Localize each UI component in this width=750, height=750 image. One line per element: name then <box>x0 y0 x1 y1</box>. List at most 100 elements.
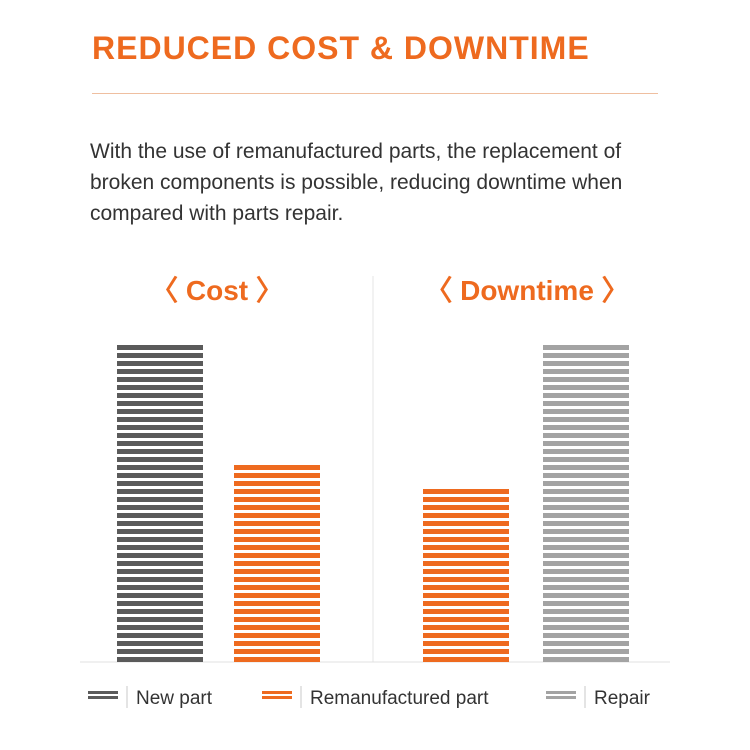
bar-stripe <box>117 529 203 534</box>
description-text: With the use of remanufactured parts, th… <box>90 140 623 225</box>
bar-stripe <box>117 633 203 638</box>
legend-label: New part <box>136 688 213 709</box>
bar-stripe <box>543 513 629 518</box>
bar-stripe <box>543 529 629 534</box>
bar-stripe <box>543 353 629 358</box>
bar-stripe <box>543 345 629 350</box>
bar-stripe <box>117 617 203 622</box>
legend-label: Repair <box>594 688 651 709</box>
bar-stripe <box>234 657 320 662</box>
bar-stripe <box>423 601 509 606</box>
bar-stripe <box>543 457 629 462</box>
bar-stripe <box>423 609 509 614</box>
bar-stripe <box>117 481 203 486</box>
bar-stripe <box>117 593 203 598</box>
bar-stripe <box>117 465 203 470</box>
bar-stripe <box>543 641 629 646</box>
bar-stripe <box>543 377 629 382</box>
bar-stripe <box>117 433 203 438</box>
bar-stripe <box>543 473 629 478</box>
legend-swatch <box>546 691 576 694</box>
bar-stripe <box>423 657 509 662</box>
bar-stripe <box>423 497 509 502</box>
bar-stripe <box>423 625 509 630</box>
bar-stripe <box>543 481 629 486</box>
bar-stripe <box>543 521 629 526</box>
bar-stripe <box>543 409 629 414</box>
bar-stripe <box>423 537 509 542</box>
bar-stripe <box>234 545 320 550</box>
bar-stripe <box>117 377 203 382</box>
bar-stripe <box>117 473 203 478</box>
cost-panel-title: 〈 Cost 〉 <box>150 275 284 306</box>
cost-bar-remanufactured-part <box>234 465 320 662</box>
bar-stripe <box>543 569 629 574</box>
title-divider <box>92 93 658 94</box>
bar-stripe <box>234 553 320 558</box>
bar-stripe <box>117 489 203 494</box>
bar-stripe <box>117 561 203 566</box>
bar-stripe <box>543 393 629 398</box>
bar-stripe <box>234 609 320 614</box>
bar-stripe <box>117 401 203 406</box>
legend-label: Remanufactured part <box>310 688 489 709</box>
legend-item-remanufactured-part: Remanufactured part <box>262 686 489 709</box>
bar-stripe <box>423 545 509 550</box>
bar-stripe <box>117 505 203 510</box>
bar-stripe <box>543 385 629 390</box>
bar-stripe <box>117 425 203 430</box>
legend-item-new-part: New part <box>88 686 213 709</box>
bar-stripe <box>117 657 203 662</box>
bar-stripe <box>234 601 320 606</box>
bar-stripe <box>543 489 629 494</box>
bar-stripe <box>543 633 629 638</box>
bar-stripe <box>423 553 509 558</box>
bar-stripe <box>117 625 203 630</box>
bar-stripe <box>234 641 320 646</box>
bar-stripe <box>423 529 509 534</box>
bar-stripe <box>117 569 203 574</box>
bar-stripe <box>543 553 629 558</box>
bar-stripe <box>117 521 203 526</box>
bar-stripe <box>234 569 320 574</box>
bar-stripe <box>117 553 203 558</box>
bar-stripe <box>234 633 320 638</box>
bars-layer <box>117 345 629 662</box>
bar-stripe <box>234 617 320 622</box>
bar-stripe <box>543 361 629 366</box>
bar-stripe <box>234 521 320 526</box>
downtime-bar-remanufactured-part <box>423 489 509 662</box>
bar-stripe <box>543 449 629 454</box>
bar-stripe <box>423 585 509 590</box>
bar-stripe <box>543 425 629 430</box>
bar-stripe <box>117 393 203 398</box>
bar-stripe <box>543 593 629 598</box>
bar-stripe <box>234 585 320 590</box>
bar-stripe <box>234 625 320 630</box>
chart-legend: New part Remanufactured part Repair <box>88 686 651 709</box>
legend-swatch <box>262 691 292 694</box>
bar-stripe <box>117 441 203 446</box>
bar-stripe <box>234 465 320 470</box>
bar-stripe <box>234 473 320 478</box>
bar-stripe <box>543 601 629 606</box>
bar-stripe <box>423 617 509 622</box>
bar-stripe <box>117 457 203 462</box>
bar-stripe <box>423 561 509 566</box>
bar-stripe <box>423 505 509 510</box>
bar-stripe <box>117 345 203 350</box>
bar-stripe <box>117 497 203 502</box>
bar-stripe <box>543 585 629 590</box>
bar-stripe <box>117 369 203 374</box>
bar-stripe <box>423 489 509 494</box>
legend-swatch <box>546 696 576 699</box>
bar-stripe <box>423 569 509 574</box>
bar-stripe <box>543 441 629 446</box>
bar-stripe <box>117 609 203 614</box>
bar-stripe <box>234 561 320 566</box>
bar-stripe <box>117 409 203 414</box>
bar-stripe <box>234 505 320 510</box>
bar-stripe <box>234 481 320 486</box>
bar-stripe <box>117 417 203 422</box>
